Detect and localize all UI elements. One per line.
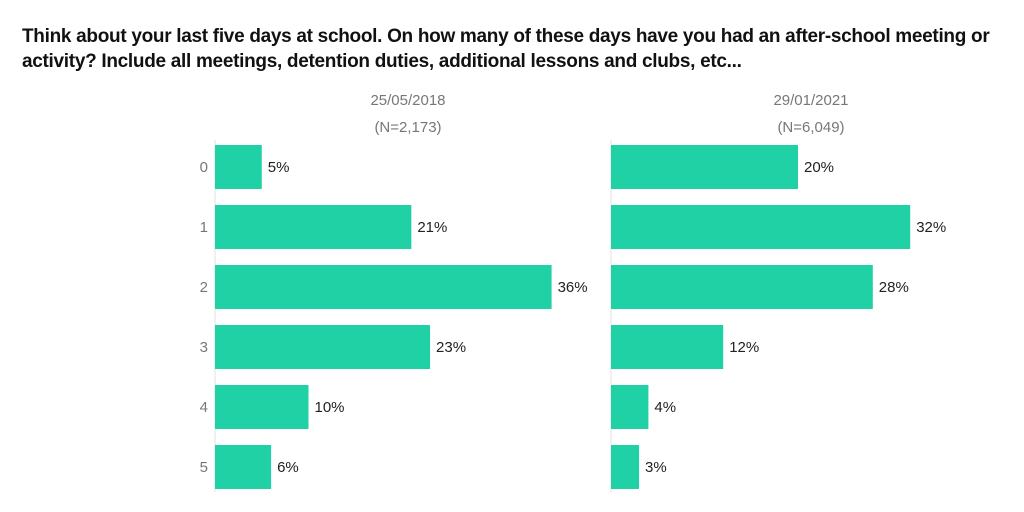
bar xyxy=(215,265,552,309)
data-label: 23% xyxy=(436,339,466,356)
bar xyxy=(611,385,649,429)
panel-date: 25/05/2018 xyxy=(370,92,445,109)
data-label: 5% xyxy=(268,159,290,176)
chart-title: Think about your last five days at schoo… xyxy=(22,26,990,72)
category-label: 4 xyxy=(200,399,208,416)
bar xyxy=(611,205,911,249)
data-label: 6% xyxy=(277,459,299,476)
data-label: 21% xyxy=(417,219,447,236)
bar xyxy=(215,205,412,249)
category-label: 3 xyxy=(200,339,208,356)
category-label: 5 xyxy=(200,459,208,476)
bar xyxy=(611,265,873,309)
data-label: 10% xyxy=(315,399,345,416)
data-label: 36% xyxy=(558,279,588,296)
panel-sample-size: (N=6,049) xyxy=(777,119,844,136)
data-label: 28% xyxy=(879,279,909,296)
category-label: 1 xyxy=(200,219,208,236)
data-label: 32% xyxy=(916,219,946,236)
panel-date: 29/01/2021 xyxy=(773,92,848,109)
bar xyxy=(215,145,262,189)
data-label: 12% xyxy=(729,339,759,356)
category-label: 2 xyxy=(200,279,208,296)
panel-sample-size: (N=2,173) xyxy=(374,119,441,136)
bar xyxy=(215,445,272,489)
bar xyxy=(611,325,724,369)
bar xyxy=(215,385,309,429)
bar xyxy=(611,445,640,489)
data-label: 4% xyxy=(654,399,676,416)
bar xyxy=(611,145,798,189)
data-label: 3% xyxy=(645,459,667,476)
data-label: 20% xyxy=(804,159,834,176)
bar xyxy=(215,325,431,369)
category-label: 0 xyxy=(200,159,208,176)
